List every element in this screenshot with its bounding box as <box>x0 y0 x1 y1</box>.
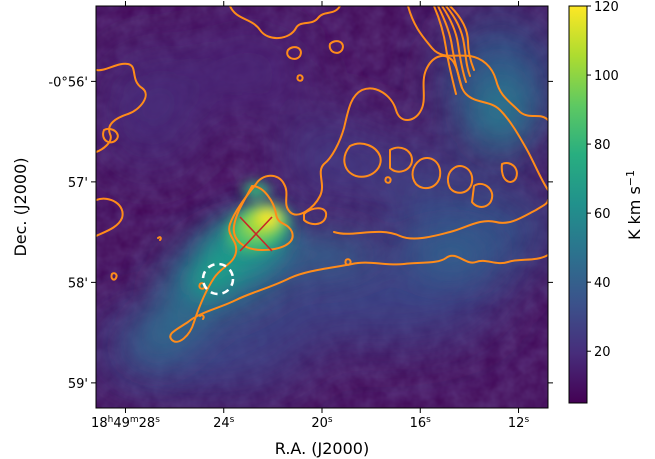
colorbar <box>568 5 588 404</box>
x-tick-label: 16s <box>410 415 432 431</box>
peak-cross-marker <box>239 216 273 252</box>
y-tick-labels: -0°56' 57' 58' 59' <box>48 75 88 392</box>
x-tick-label: 24s <box>213 415 235 431</box>
y-tick-label: 58' <box>68 276 88 291</box>
colorbar-label: K km s−1 <box>624 170 645 240</box>
colorbar-ticks: 20 40 60 80 100 120 <box>587 0 619 360</box>
colorbar-tick-label: 60 <box>594 207 611 222</box>
x-tick-label: 20s <box>311 415 333 431</box>
axis-ticks <box>91 1 553 413</box>
x-tick-labels: 18h49m28s 24s 20s 16s 12s <box>91 415 529 431</box>
colorbar-tick-label: 80 <box>594 138 611 153</box>
intensity-map <box>96 6 548 408</box>
x-tick-label: 18h49m28s <box>91 415 160 431</box>
dashed-circle-marker <box>201 262 235 296</box>
y-tick-label: 57' <box>68 176 88 191</box>
y-axis-label: Dec. (J2000) <box>11 157 30 256</box>
x-tick-label: 12s <box>508 415 530 431</box>
y-tick-label: 59' <box>68 377 88 392</box>
colorbar-tick-label: 100 <box>594 69 619 84</box>
x-axis-label: R.A. (J2000) <box>275 439 369 458</box>
colorbar-tick-label: 40 <box>594 276 611 291</box>
y-tick-label: -0°56' <box>48 75 88 90</box>
colorbar-tick-label: 20 <box>594 345 611 360</box>
colorbar-tick-label: 120 <box>594 0 619 15</box>
contour-lines <box>96 6 548 343</box>
